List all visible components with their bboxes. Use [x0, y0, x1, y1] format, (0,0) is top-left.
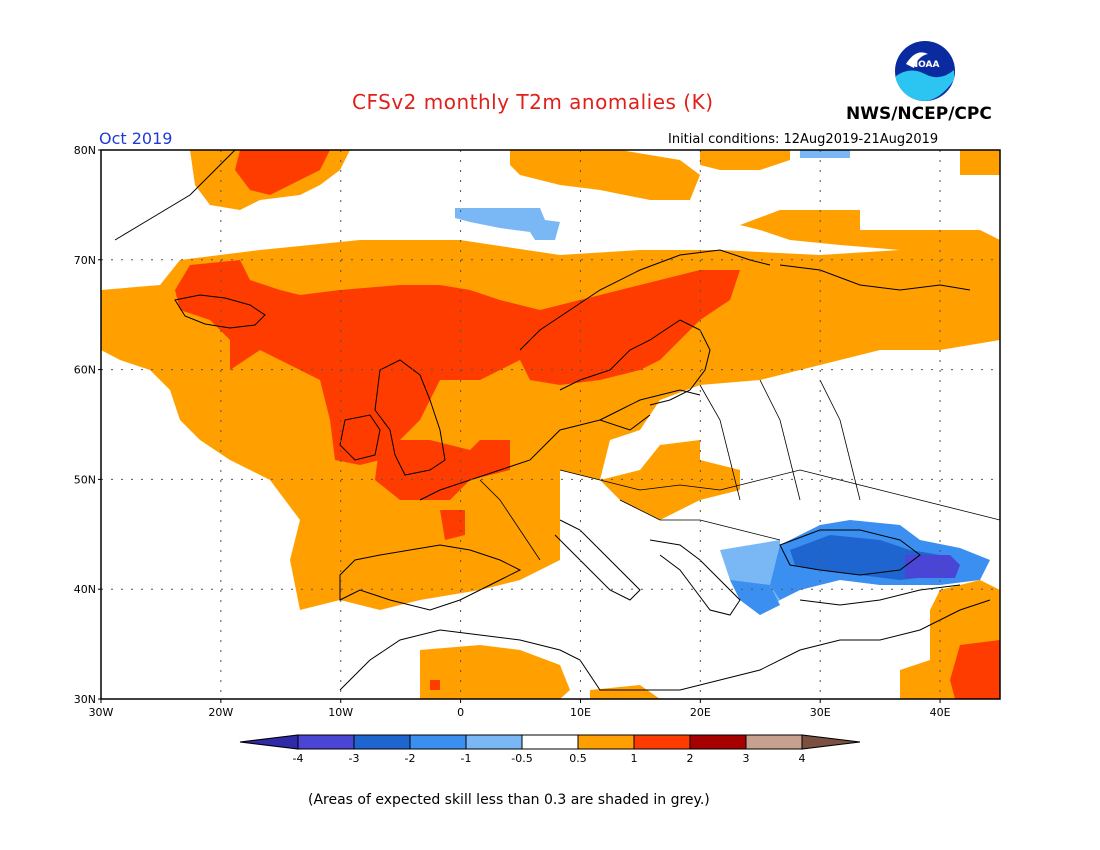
legend-swatch: [577, 734, 635, 750]
lon-tick-label: 0: [457, 706, 464, 719]
forecast-month: Oct 2019: [99, 129, 173, 148]
legend-swatch: [409, 734, 467, 750]
anomaly-region-1-2: [175, 150, 1000, 699]
noaa-logo-text: NOAA: [911, 60, 940, 70]
lon-tick-label: 30E: [810, 706, 831, 719]
noaa-logo: NOAA: [895, 41, 955, 101]
legend-swatch: [297, 734, 355, 750]
legend-tick-label: -3: [349, 752, 360, 765]
legend-tick-label: -4: [293, 752, 304, 765]
skill-note: (Areas of expected skill less than 0.3 a…: [308, 792, 710, 808]
legend-tick-label: 2: [687, 752, 694, 765]
legend-arrow-high: [801, 734, 861, 750]
lat-tick-label: 30N: [74, 693, 96, 706]
longitude-labels: 30W 20W 10W 0 10E 20E 30E 40E: [89, 699, 951, 719]
latitude-labels: 30N 40N 50N 60N 70N 80N: [74, 144, 101, 706]
initial-conditions: Initial conditions: 12Aug2019-21Aug2019: [668, 132, 939, 147]
lon-tick-label: 30W: [89, 706, 114, 719]
lon-tick-label: 20W: [208, 706, 233, 719]
legend-swatch: [353, 734, 411, 750]
legend-tick-label: -2: [405, 752, 416, 765]
lat-tick-label: 80N: [74, 144, 96, 157]
lon-tick-label: 10W: [328, 706, 353, 719]
chart-title: CFSv2 monthly T2m anomalies (K): [352, 90, 714, 114]
agency-label: NWS/NCEP/CPC: [846, 104, 992, 124]
lon-tick-label: 10E: [570, 706, 591, 719]
legend-swatch: [521, 734, 579, 750]
legend-swatch: [633, 734, 691, 750]
anomaly-fields: [101, 150, 1000, 699]
color-legend: -4 -3 -2 -1 -0.5 0.5 1 2 3 4: [239, 734, 861, 765]
legend-tick-label: 1: [631, 752, 638, 765]
graticule: [101, 150, 1000, 699]
legend-swatch: [465, 734, 523, 750]
lat-tick-label: 50N: [74, 473, 96, 486]
lat-tick-label: 40N: [74, 583, 96, 596]
coastlines: [114, 150, 1000, 691]
legend-tick-label: -0.5: [511, 752, 532, 765]
anomaly-region-minus3-minus4: [905, 555, 960, 578]
legend-tick-label: 3: [743, 752, 750, 765]
legend-arrow-low: [239, 734, 299, 750]
lat-tick-label: 60N: [74, 364, 96, 377]
lon-tick-label: 20E: [690, 706, 711, 719]
lat-tick-label: 70N: [74, 254, 96, 267]
anomaly-region-minus0.5-minus1: [455, 150, 850, 615]
legend-swatch: [745, 734, 803, 750]
lon-tick-label: 40E: [930, 706, 951, 719]
legend-swatch: [689, 734, 747, 750]
map-frame: [100, 149, 1001, 700]
legend-tick-label: -1: [461, 752, 472, 765]
legend-tick-label: 4: [799, 752, 806, 765]
legend-tick-label: 0.5: [569, 752, 587, 765]
